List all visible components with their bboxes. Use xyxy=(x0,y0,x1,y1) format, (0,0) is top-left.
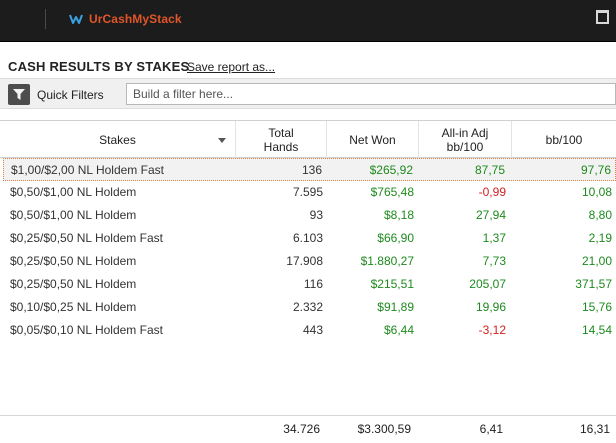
cell-hands: 116 xyxy=(303,277,323,291)
report-title: CASH RESULTS BY STAKES xyxy=(8,59,190,74)
cell-stakes: $0,25/$0,50 NL Holdem xyxy=(10,254,137,268)
table-row[interactable]: $0,10/$0,25 NL Holdem 2.332 $91,89 19,96… xyxy=(3,296,616,319)
cell-hands: 93 xyxy=(309,208,323,222)
cell-hands: 443 xyxy=(302,323,323,337)
cell-net-won: $66,90 xyxy=(377,231,414,245)
column-header-hands-line1: Total xyxy=(268,125,294,140)
cell-net-won: $265,92 xyxy=(369,163,413,177)
totals-row: 34.726 $3.300,59 6,41 16,31 xyxy=(0,415,616,443)
column-header-stakes[interactable]: Stakes xyxy=(0,121,236,158)
cell-stakes: $0,05/$0,10 NL Holdem Fast xyxy=(10,323,163,337)
table-row[interactable]: $0,50/$1,00 NL Holdem 7.595 $765,48 -0,9… xyxy=(3,181,616,204)
cell-stakes: $0,25/$0,50 NL Holdem Fast xyxy=(10,231,163,245)
cell-net-won: $6,44 xyxy=(383,323,414,337)
cell-allin: 27,94 xyxy=(475,208,506,222)
table-row[interactable]: $0,25/$0,50 NL Holdem 17.908 $1.880,27 7… xyxy=(3,250,616,273)
title-bar: UrCashMyStack xyxy=(0,0,616,42)
column-header-total-hands[interactable]: Total Hands xyxy=(236,121,327,158)
results-table: Stakes Total Hands Net Won All-in Adj bb… xyxy=(0,120,616,443)
cell-stakes: $0,10/$0,25 NL Holdem xyxy=(10,300,137,314)
cell-bb100: 8,80 xyxy=(588,208,612,222)
table-row[interactable]: $0,25/$0,50 NL Holdem 116 $215,51 205,07… xyxy=(3,273,616,296)
table-header: Stakes Total Hands Net Won All-in Adj bb… xyxy=(0,120,616,158)
cell-bb100: 2,19 xyxy=(588,231,612,245)
table-row[interactable]: $1,00/$2,00 NL Holdem Fast 136 $265,92 8… xyxy=(3,158,616,181)
quick-filter-bar: Quick Filters xyxy=(0,78,616,109)
maximize-button[interactable] xyxy=(596,10,609,24)
cell-net-won: $8,18 xyxy=(383,208,414,222)
cell-allin: 7,73 xyxy=(482,254,506,268)
cell-allin: 19,96 xyxy=(475,300,506,314)
total-bb100: 16,31 xyxy=(579,422,610,436)
cell-net-won: $91,89 xyxy=(377,300,414,314)
column-header-allin-line2: bb/100 xyxy=(446,139,484,154)
total-hands: 34.726 xyxy=(283,422,320,436)
cell-net-won: $1.880,27 xyxy=(360,254,414,268)
total-allin: 6,41 xyxy=(479,422,503,436)
quick-filters-label: Quick Filters xyxy=(37,88,104,102)
app-logo-icon xyxy=(69,14,83,24)
title-divider xyxy=(45,9,46,29)
cell-bb100: 97,76 xyxy=(580,163,611,177)
cell-allin: -3,12 xyxy=(478,323,506,337)
column-header-allin-line1: All-in Adj xyxy=(441,125,489,140)
cell-allin: 87,75 xyxy=(474,163,505,177)
cell-net-won: $765,48 xyxy=(370,185,414,199)
app-title: UrCashMyStack xyxy=(89,12,182,26)
cell-hands: 6.103 xyxy=(292,231,323,245)
column-header-hands-line2: Hands xyxy=(263,139,299,154)
column-header-net-won-label: Net Won xyxy=(349,132,396,147)
cell-allin: -0,99 xyxy=(478,185,506,199)
table-row[interactable]: $0,05/$0,10 NL Holdem Fast 443 $6,44 -3,… xyxy=(3,319,616,342)
cell-bb100: 15,76 xyxy=(581,300,612,314)
cell-hands: 17.908 xyxy=(286,254,323,268)
column-header-net-won[interactable]: Net Won xyxy=(327,121,419,158)
cell-stakes: $0,50/$1,00 NL Holdem xyxy=(10,185,137,199)
cell-allin: 205,07 xyxy=(469,277,506,291)
cell-allin: 1,37 xyxy=(482,231,506,245)
column-header-bb100[interactable]: bb/100 xyxy=(512,121,616,158)
funnel-icon xyxy=(13,89,25,100)
cell-hands: 2.332 xyxy=(292,300,323,314)
column-header-allin-adj[interactable]: All-in Adj bb/100 xyxy=(419,121,512,158)
column-header-bb100-label: bb/100 xyxy=(545,132,583,147)
cell-bb100: 371,57 xyxy=(575,277,612,291)
cell-net-won: $215,51 xyxy=(370,277,414,291)
total-net-won: $3.300,59 xyxy=(357,422,411,436)
filter-button[interactable] xyxy=(8,84,30,105)
cell-stakes: $0,25/$0,50 NL Holdem xyxy=(10,277,137,291)
save-report-link[interactable]: Save report as... xyxy=(187,60,276,74)
cell-stakes: $1,00/$2,00 NL Holdem Fast xyxy=(11,163,164,177)
cell-hands: 136 xyxy=(301,163,322,177)
cell-stakes: $0,50/$1,00 NL Holdem xyxy=(10,208,137,222)
cell-hands: 7.595 xyxy=(292,185,323,199)
table-row[interactable]: $0,25/$0,50 NL Holdem Fast 6.103 $66,90 … xyxy=(3,227,616,250)
filter-input[interactable] xyxy=(126,83,616,105)
column-header-stakes-label: Stakes xyxy=(99,132,136,147)
cell-bb100: 10,08 xyxy=(581,185,612,199)
cell-bb100: 21,00 xyxy=(581,254,612,268)
cell-bb100: 14,54 xyxy=(581,323,612,337)
table-row[interactable]: $0,50/$1,00 NL Holdem 93 $8,18 27,94 8,8… xyxy=(3,204,616,227)
sort-dropdown-icon[interactable] xyxy=(218,138,226,143)
